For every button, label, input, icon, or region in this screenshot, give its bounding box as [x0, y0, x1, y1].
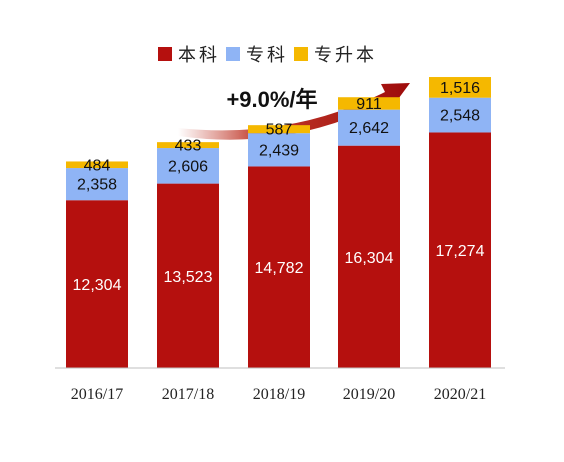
bar-1-0	[66, 168, 128, 201]
legend-label-0: 本科	[178, 45, 220, 66]
bar-0-4	[429, 132, 491, 368]
x-tick-label-2: 2018/19	[253, 386, 305, 403]
value-label-2-1: 433	[175, 138, 202, 155]
legend-item-1: 专科	[226, 45, 288, 66]
legend-swatch-0	[158, 47, 172, 61]
x-tick-label-3: 2019/20	[343, 386, 395, 403]
bar-2-3	[338, 97, 400, 110]
bar-0-2	[248, 166, 310, 368]
bar-1-3	[338, 109, 400, 146]
legend-swatch-1	[226, 47, 240, 61]
value-label-2-2: 587	[266, 122, 293, 139]
value-label-0-2: 14,782	[255, 260, 304, 277]
bar-2-0	[66, 161, 128, 169]
legend-label-2: 专升本	[314, 45, 377, 66]
growth-label: +9.0%/年	[226, 87, 317, 112]
x-tick-label-1: 2017/18	[162, 386, 214, 403]
value-label-1-1: 2,606	[168, 158, 208, 175]
legend-swatch-2	[294, 47, 308, 61]
value-label-2-4: 1,516	[440, 80, 480, 97]
value-label-1-4: 2,548	[440, 108, 480, 125]
x-tick-label-4: 2020/21	[434, 386, 486, 403]
value-label-1-2: 2,439	[259, 142, 299, 159]
bar-2-2	[248, 125, 310, 134]
legend-label-1: 专科	[246, 45, 288, 66]
legend-item-2: 专升本	[294, 45, 377, 66]
bar-1-4	[429, 97, 491, 133]
x-tick-label-0: 2016/17	[71, 386, 123, 403]
bar-0-1	[157, 183, 219, 368]
value-label-0-4: 17,274	[436, 243, 485, 260]
legend-item-0: 本科	[158, 45, 220, 66]
legend: 本科 专科 专升本	[158, 45, 377, 66]
bar-2-1	[157, 142, 219, 149]
value-label-0-0: 12,304	[73, 277, 122, 294]
value-label-1-3: 2,642	[349, 120, 389, 137]
bar-0-3	[338, 145, 400, 368]
bars-group: 12,304 2,358 484 13,523 2,606 433 14,782 2,439 5…	[66, 77, 491, 368]
value-label-0-3: 16,304	[345, 250, 394, 267]
x-tick-labels: 2016/17 2017/18 2018/19 2019/20 2020/21	[71, 386, 486, 403]
value-label-1-0: 2,358	[77, 177, 117, 194]
value-label-0-1: 13,523	[164, 269, 213, 286]
value-label-2-0: 484	[84, 157, 111, 174]
bar-0-0	[66, 200, 128, 368]
bar-2-4	[429, 77, 491, 98]
bar-1-1	[157, 148, 219, 184]
value-label-2-3: 911	[356, 96, 382, 113]
bar-1-2	[248, 133, 310, 167]
